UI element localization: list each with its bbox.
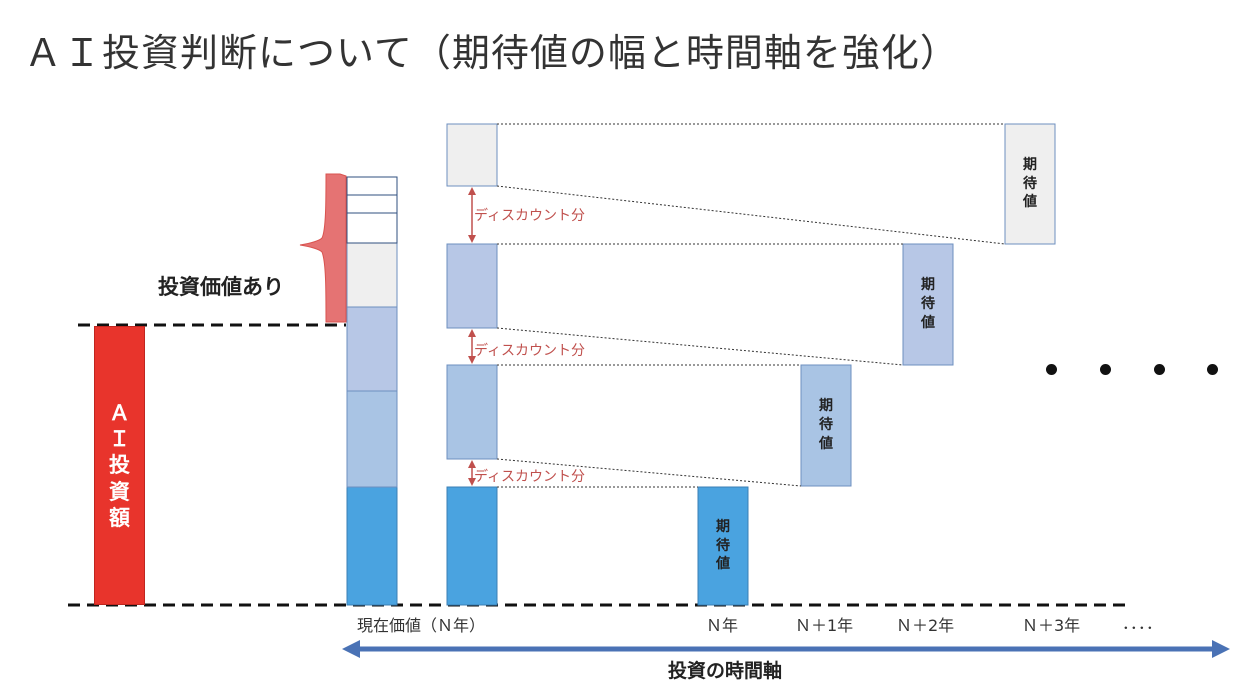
x-label-n2: Ｎ＋2年 xyxy=(896,616,955,635)
discount-arrows xyxy=(468,187,476,486)
x-label-n3: Ｎ＋3年 xyxy=(1022,616,1081,635)
discount-label-1: ディスカウント分 xyxy=(474,208,586,224)
expected-value-label: 期待値 xyxy=(716,518,730,573)
expected-value-n: 期待値 xyxy=(698,487,748,605)
ellipsis-dot xyxy=(1207,364,1218,375)
expected-value-n3: 期待値 xyxy=(1005,124,1055,244)
expected-box-n xyxy=(697,486,749,606)
present-value-stack xyxy=(346,176,398,606)
connector-lines xyxy=(496,123,1006,488)
ellipsis-dot xyxy=(1154,364,1165,375)
n-year-stack xyxy=(446,123,498,606)
ellipsis-dot xyxy=(1100,364,1111,375)
page-title: ＡＩ投資判断について（期待値の幅と時間軸を強化） xyxy=(24,31,959,75)
discount-label-2: ディスカウント分 xyxy=(474,343,586,359)
value-brace xyxy=(299,173,347,323)
expected-value-label: 期待値 xyxy=(819,398,833,452)
x-label-n1: Ｎ＋1年 xyxy=(795,616,854,635)
expected-value-n2: 期待値 xyxy=(903,244,953,365)
x-label-more: ．．．． xyxy=(1122,614,1163,633)
time-axis-title: 投資の時間軸 xyxy=(668,660,783,682)
expected-value-n1: 期待値 xyxy=(801,365,851,486)
expected-box-n2 xyxy=(902,243,954,366)
x-label-n: Ｎ年 xyxy=(706,616,739,635)
expected-box-n1 xyxy=(800,364,852,487)
discount-label-3: ディスカウント分 xyxy=(474,469,586,485)
time-axis-arrow xyxy=(342,640,1230,658)
expected-value-label: 期待値 xyxy=(921,277,935,331)
expected-box-n3 xyxy=(1004,123,1056,245)
ellipsis-dot xyxy=(1046,364,1057,375)
investment-value-label: 投資価値あり xyxy=(158,275,284,299)
x-label-present-value: 現在価値（Ｎ年） xyxy=(357,616,486,635)
expected-value-label: 期待値 xyxy=(1023,156,1037,211)
